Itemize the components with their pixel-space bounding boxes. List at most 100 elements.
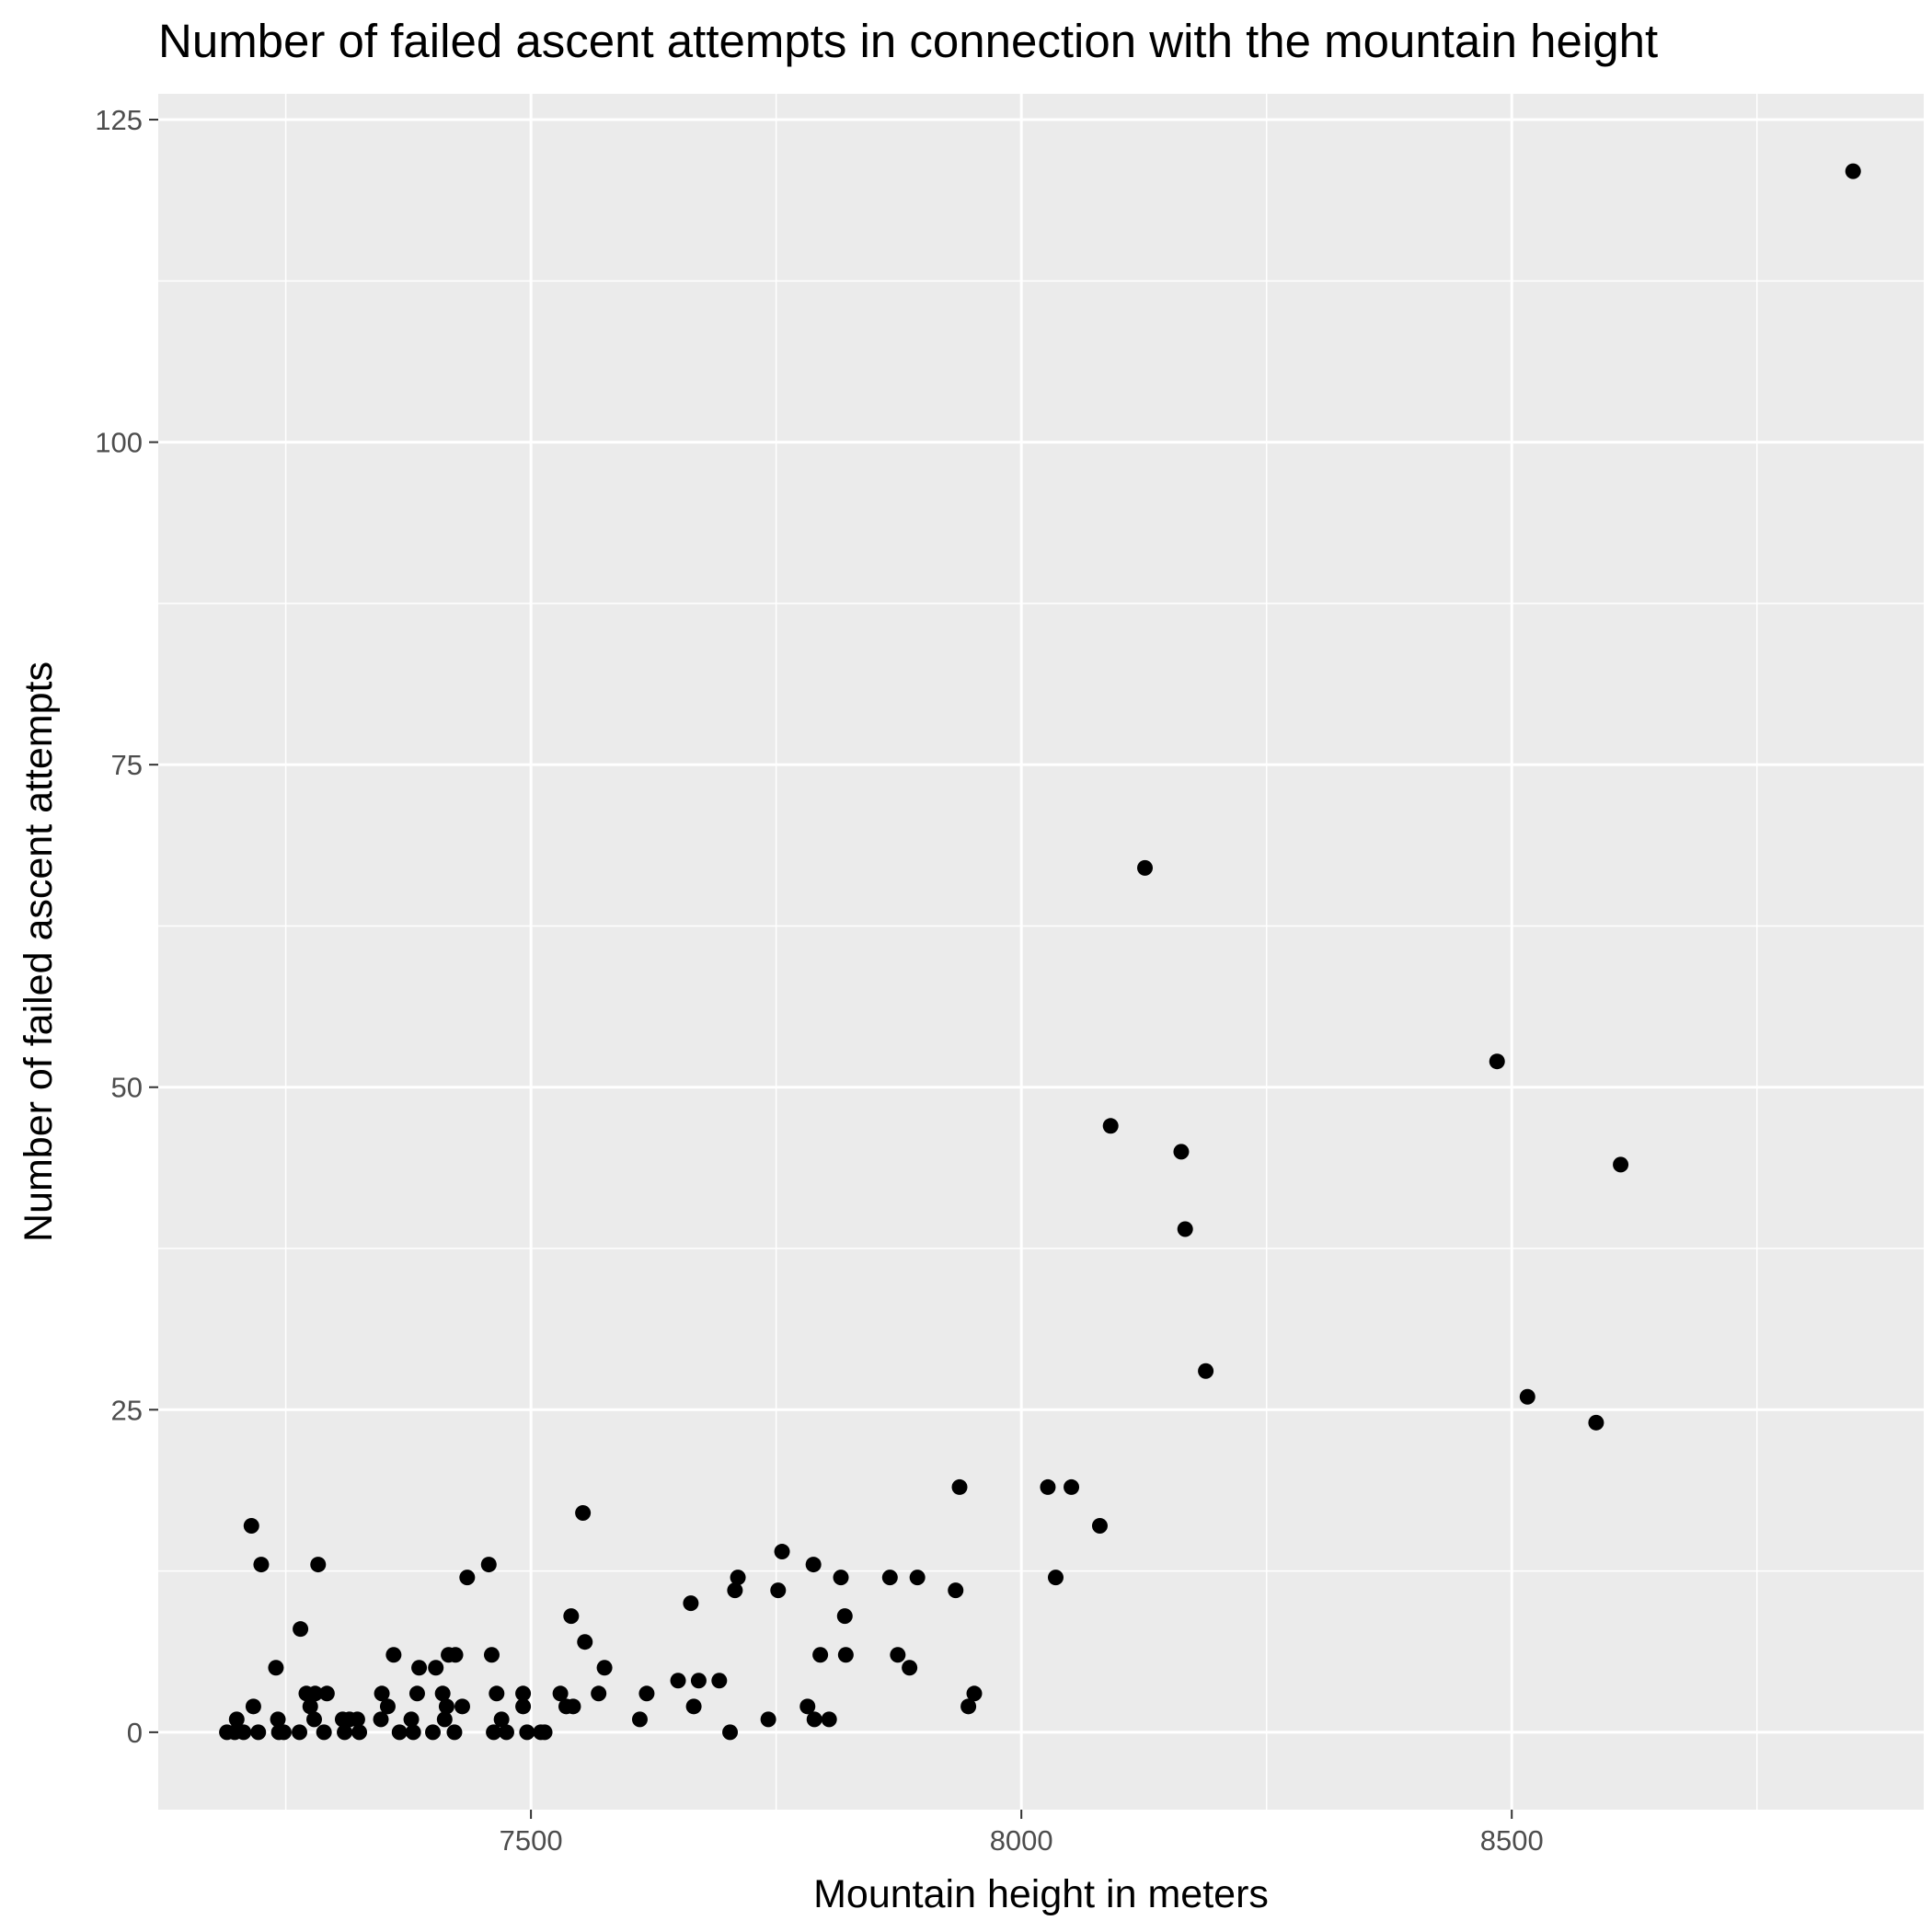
data-point <box>515 1698 532 1715</box>
data-point <box>690 1673 707 1689</box>
data-point <box>1177 1221 1193 1237</box>
data-point <box>408 1685 425 1702</box>
data-point <box>310 1557 327 1573</box>
data-point <box>316 1724 332 1741</box>
data-point <box>428 1660 444 1676</box>
data-point <box>493 1711 510 1728</box>
data-point <box>483 1647 500 1663</box>
data-point <box>596 1660 613 1676</box>
data-point <box>837 1647 854 1663</box>
data-point <box>411 1660 428 1676</box>
y-tick-label: 125 <box>95 104 143 136</box>
data-point <box>519 1724 535 1741</box>
data-point <box>334 1711 351 1728</box>
data-point <box>881 1570 898 1586</box>
data-point <box>489 1685 505 1702</box>
data-point <box>243 1518 259 1535</box>
data-point <box>486 1724 502 1741</box>
data-point <box>966 1685 983 1702</box>
data-point <box>806 1711 822 1728</box>
data-point <box>799 1698 816 1715</box>
data-point <box>1064 1478 1080 1495</box>
data-point <box>436 1711 453 1728</box>
x-tick-labels: 7500 8000 8500 <box>500 1824 1544 1857</box>
data-point <box>337 1724 353 1741</box>
y-tick-label: 25 <box>111 1394 143 1426</box>
data-point <box>1588 1414 1604 1431</box>
data-point <box>1173 1144 1190 1160</box>
data-point <box>575 1504 592 1521</box>
data-point <box>405 1724 421 1741</box>
data-points <box>219 163 1861 1741</box>
data-point <box>683 1595 699 1612</box>
data-point <box>890 1647 906 1663</box>
data-point <box>805 1557 822 1573</box>
data-point <box>909 1570 926 1586</box>
data-point <box>373 1711 389 1728</box>
data-point <box>1137 859 1154 876</box>
data-point <box>533 1724 549 1741</box>
data-point <box>306 1711 323 1728</box>
data-point <box>960 1698 977 1715</box>
data-point <box>434 1685 451 1702</box>
data-point <box>1198 1363 1214 1379</box>
data-point <box>638 1685 655 1702</box>
x-tick-label: 7500 <box>500 1824 563 1857</box>
data-point <box>268 1660 284 1676</box>
x-tick-label: 8500 <box>1480 1824 1544 1857</box>
data-point <box>425 1724 442 1741</box>
y-axis-title: Number of failed ascent attempts <box>17 661 61 1242</box>
data-point <box>351 1724 368 1741</box>
data-point <box>563 1608 580 1625</box>
y-tick-labels: 0 25 50 75 100 125 <box>95 104 143 1749</box>
data-point <box>1613 1156 1629 1173</box>
data-point <box>1489 1053 1505 1070</box>
data-point <box>1845 163 1861 179</box>
data-point <box>774 1544 790 1560</box>
data-point <box>730 1570 746 1586</box>
data-point <box>374 1685 390 1702</box>
data-point <box>379 1698 396 1715</box>
data-point <box>836 1608 853 1625</box>
data-point <box>498 1724 514 1741</box>
data-point <box>454 1698 470 1715</box>
data-point <box>270 1711 286 1728</box>
data-point <box>1047 1570 1064 1586</box>
data-point <box>577 1634 593 1650</box>
data-point <box>446 1724 463 1741</box>
data-point <box>1519 1388 1535 1405</box>
plot-panel <box>158 94 1924 1810</box>
y-tick-label: 75 <box>111 749 143 781</box>
data-point <box>270 1724 287 1741</box>
data-point <box>821 1711 837 1728</box>
data-point <box>1091 1518 1108 1535</box>
data-point <box>685 1698 702 1715</box>
data-point <box>722 1724 739 1741</box>
data-point <box>515 1685 532 1702</box>
data-point <box>591 1685 607 1702</box>
gridlines <box>158 94 1924 1810</box>
axis-ticks <box>149 119 1513 1819</box>
data-point <box>670 1673 686 1689</box>
data-point <box>711 1673 728 1689</box>
data-point <box>1040 1478 1056 1495</box>
data-point <box>951 1478 968 1495</box>
data-point <box>480 1557 497 1573</box>
y-tick-label: 100 <box>95 427 143 459</box>
x-tick-label: 8000 <box>990 1824 1053 1857</box>
data-point <box>219 1724 236 1741</box>
data-point <box>438 1698 454 1715</box>
y-tick-label: 0 <box>127 1717 143 1749</box>
data-point <box>558 1698 575 1715</box>
x-axis-title: Mountain height in meters <box>813 1872 1269 1916</box>
data-point <box>760 1711 776 1728</box>
data-point <box>292 1724 308 1741</box>
data-point <box>391 1724 408 1741</box>
data-point <box>727 1582 743 1599</box>
data-point <box>631 1711 648 1728</box>
data-point <box>770 1582 787 1599</box>
data-point <box>385 1647 402 1663</box>
data-point <box>253 1557 270 1573</box>
data-point <box>812 1647 829 1663</box>
